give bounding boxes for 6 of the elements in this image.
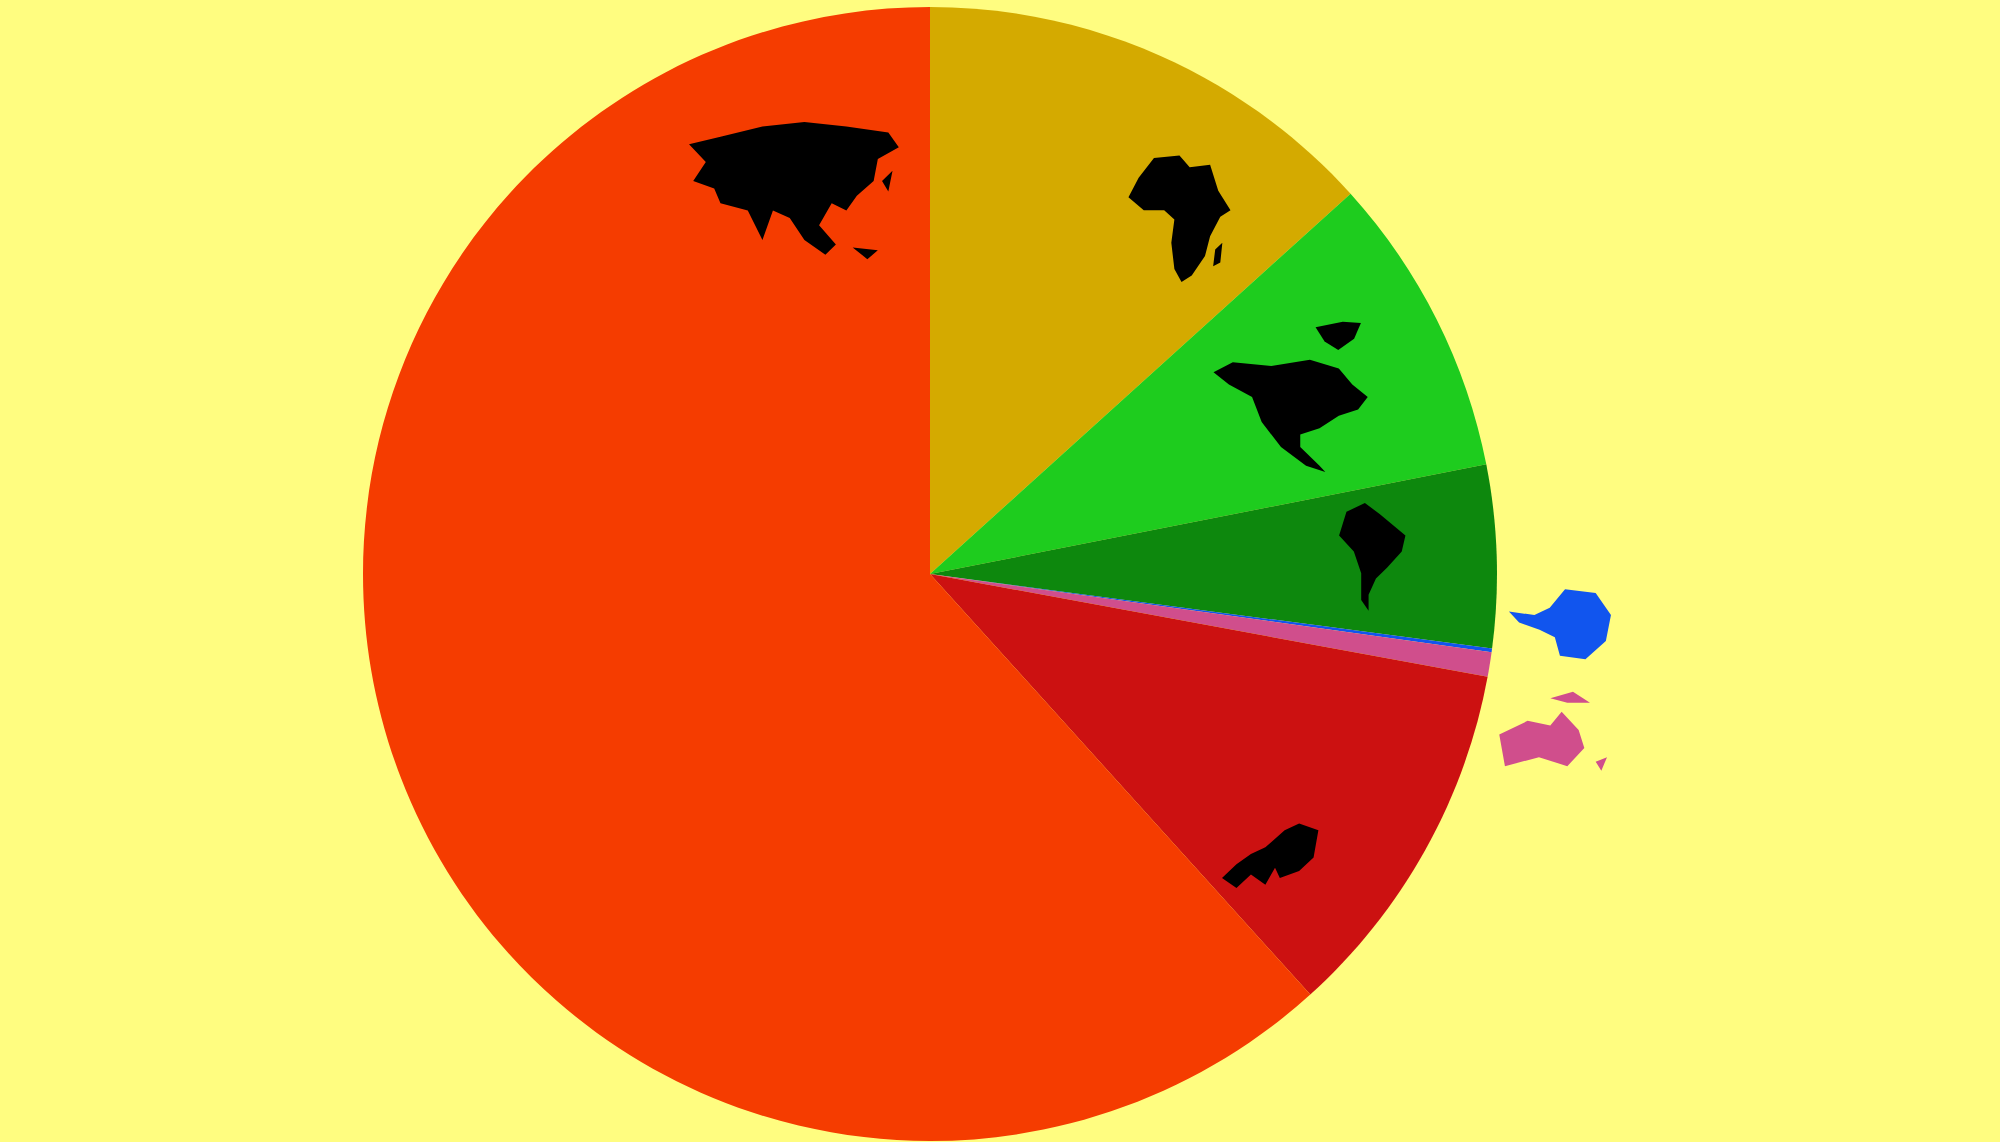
pie-slice: [930, 464, 1497, 649]
pie-slice: [930, 574, 1488, 995]
pie-slice: [930, 574, 1492, 677]
pie-slice: [930, 7, 1351, 574]
pie-slice: [930, 193, 1487, 574]
pie-slice: [363, 7, 1311, 1141]
